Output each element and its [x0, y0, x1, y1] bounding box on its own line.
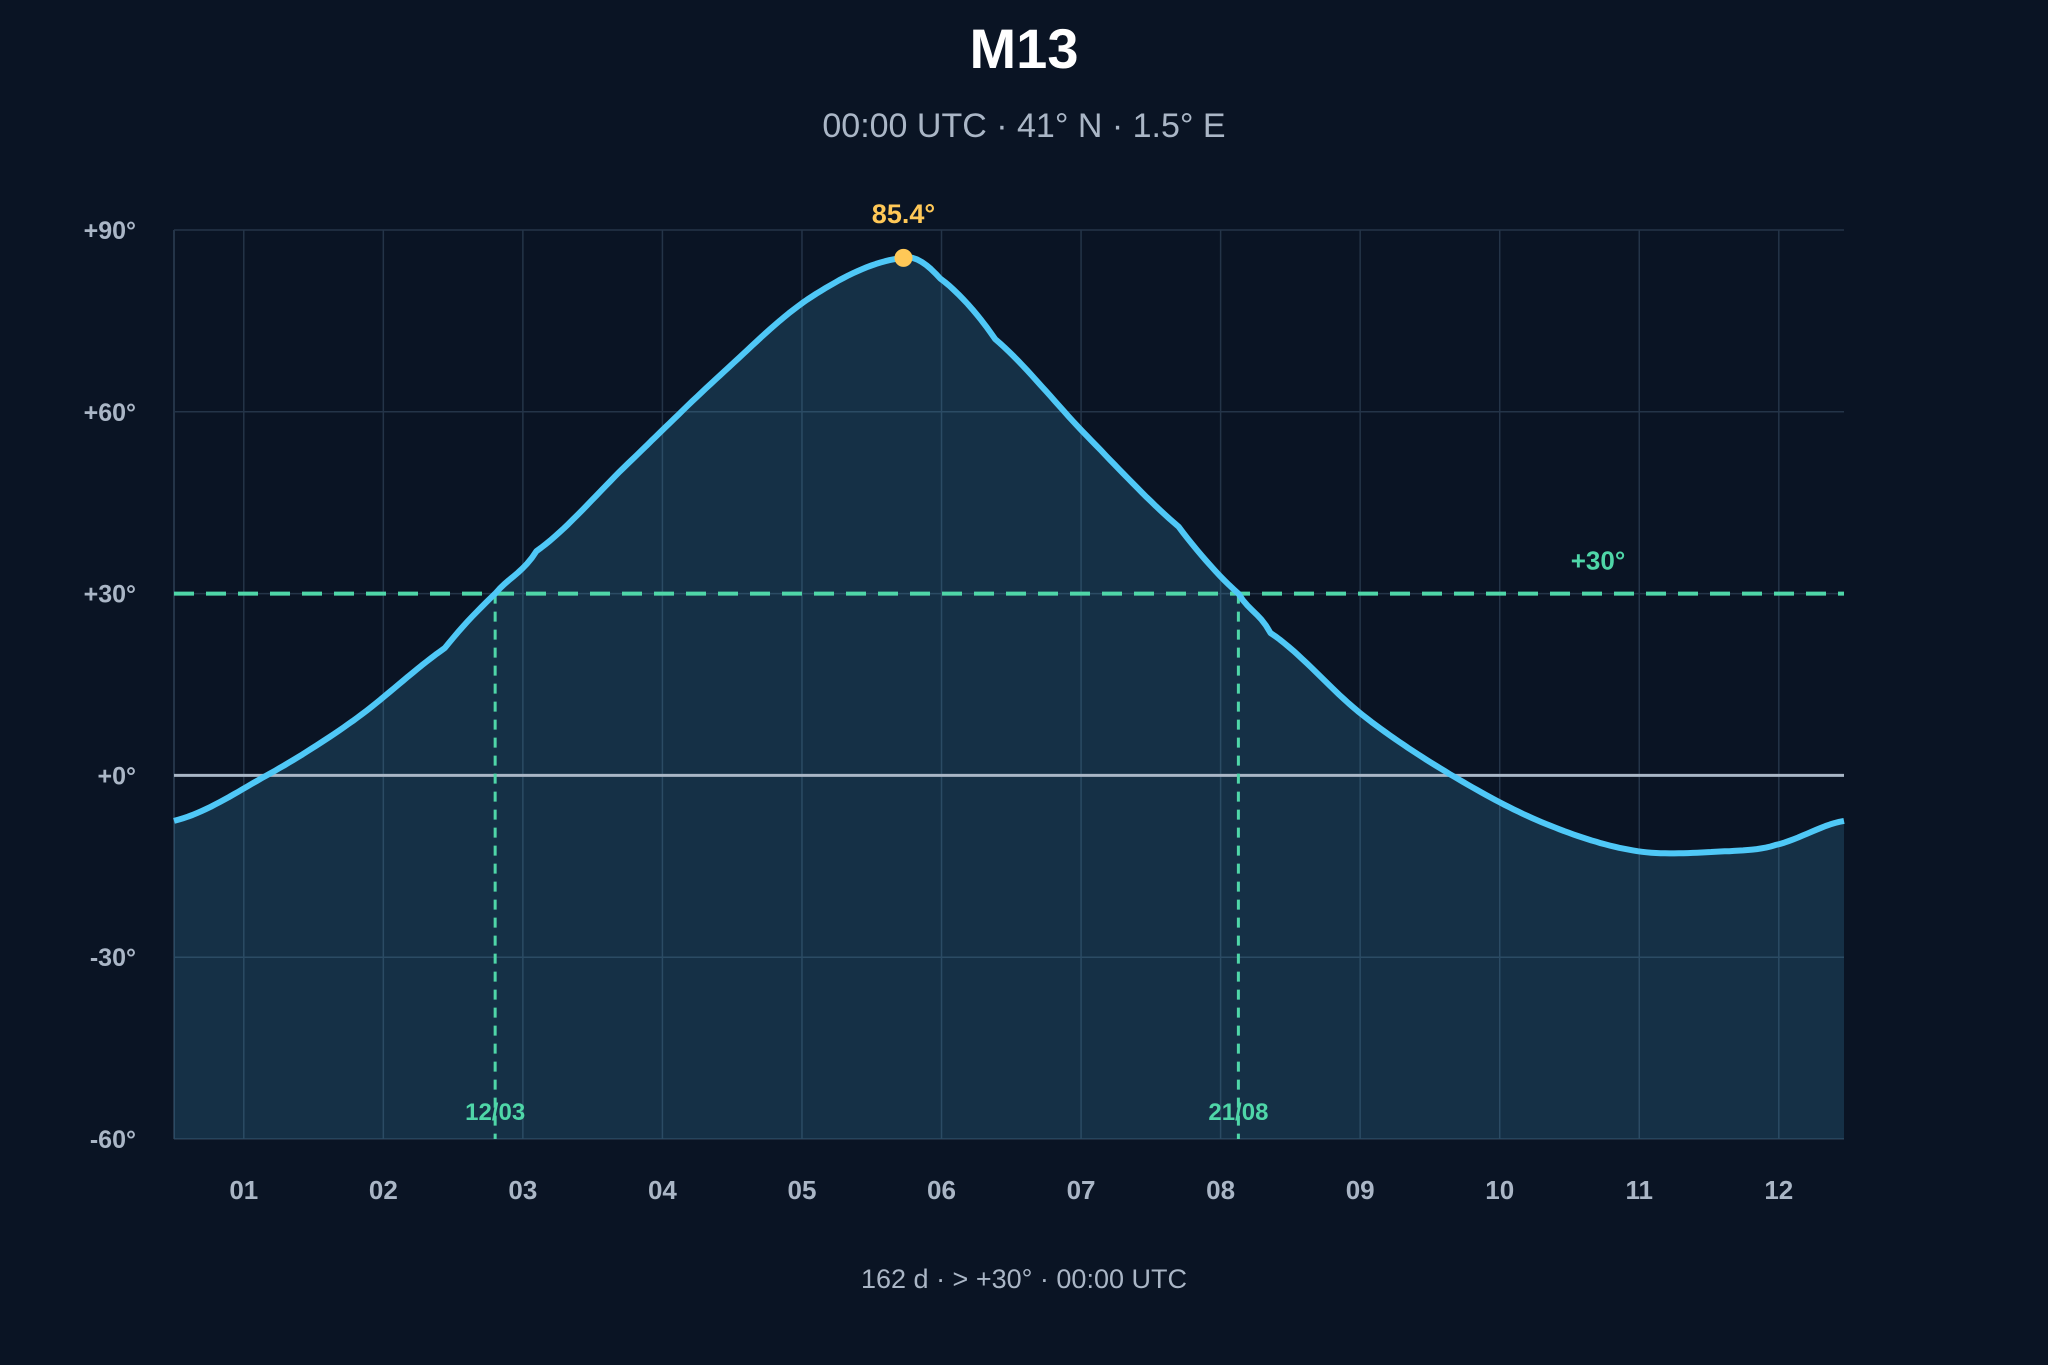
peak-marker: [894, 248, 913, 267]
chart-subtitle: 00:00 UTC · 41° N · 1.5° E: [822, 107, 1225, 145]
chart-footer: 162 d · > +30° · 00:00 UTC: [861, 1264, 1187, 1294]
y-tick-label: +0°: [97, 762, 136, 790]
x-tick-label: 11: [1626, 1175, 1654, 1205]
y-tick-label: +90°: [84, 217, 136, 245]
x-tick-label: 02: [369, 1175, 398, 1205]
crossing-label: 12/03: [465, 1099, 525, 1126]
x-axis-ticks: 01 02 03 04 05 06 07 08 09 10 11 12: [229, 1175, 1793, 1205]
threshold-label: +30°: [1571, 546, 1626, 576]
x-tick-label: 08: [1206, 1175, 1235, 1205]
vertical-gridlines: [243, 230, 1780, 1139]
y-tick-label: -30°: [90, 944, 136, 972]
x-tick-label: 12: [1764, 1175, 1793, 1205]
altitude-area-fill: [174, 257, 1844, 1139]
chart-title: M13: [970, 17, 1079, 80]
x-tick-label: 05: [788, 1175, 817, 1205]
y-tick-label: -60°: [90, 1126, 136, 1154]
x-tick-label: 04: [648, 1175, 677, 1205]
y-tick-label: +60°: [84, 399, 136, 427]
crossing-label: 21/08: [1208, 1099, 1268, 1126]
x-tick-label: 03: [508, 1175, 537, 1205]
threshold-crossings: 12/03 21/08: [465, 593, 1268, 1139]
x-tick-label: 10: [1485, 1175, 1514, 1205]
altitude-curve: [173, 254, 1845, 857]
x-tick-label: 07: [1067, 1175, 1096, 1205]
peak-label: 85.4°: [872, 199, 935, 229]
x-tick-label: 06: [927, 1175, 956, 1205]
x-tick-label: 01: [229, 1175, 258, 1205]
y-axis-ticks: +90° +60° +30° +0° -30° -60°: [84, 217, 136, 1154]
x-tick-label: 09: [1346, 1175, 1375, 1205]
y-tick-label: +30°: [84, 581, 136, 609]
